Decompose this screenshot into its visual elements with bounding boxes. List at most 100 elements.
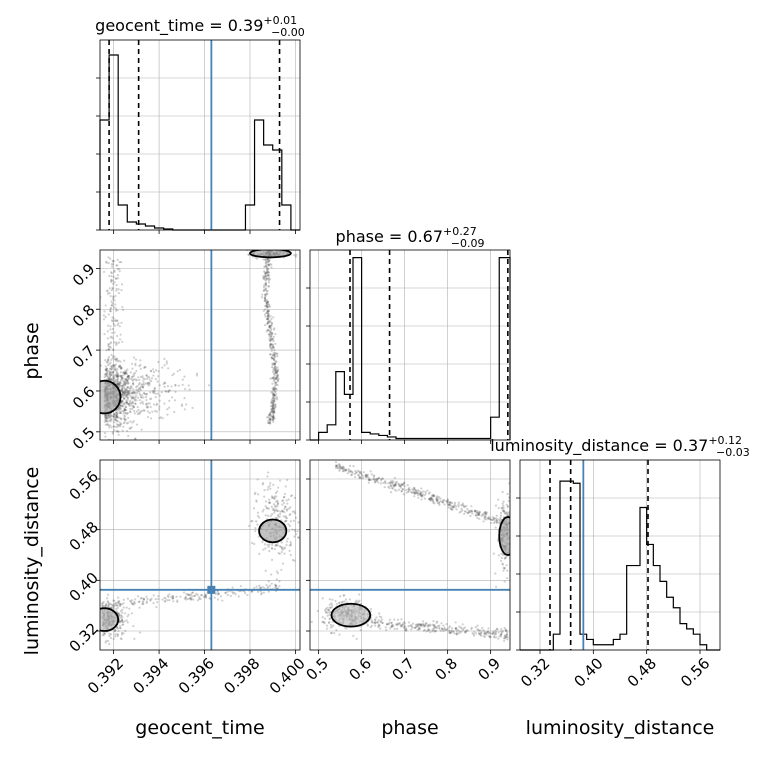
scatter-phase-geocent-sample [137,383,141,386]
scatter-phase-geocent-sample [276,375,279,379]
scatter-phase-geocent-sample [121,388,124,391]
scatter-phase-geocent-sample [137,376,140,379]
scatter-phase-geocent-sample [144,392,147,396]
scatter-phase-geocent-sample [271,338,274,341]
scatter-ldist-phase-sample [451,629,454,633]
scatter-ldist-phase-sample [454,627,457,630]
scatter-phase-geocent-sample [105,261,108,264]
scatter-phase-geocent-sample [119,411,123,415]
scatter-phase-geocent-sample [104,373,107,376]
scatter-ldist-phase-sample [484,513,487,516]
scatter-ldist-geocent-sample [288,513,291,517]
scatter-ldist-geocent-sample [288,530,291,533]
scatter-phase-geocent-sample [111,356,114,360]
scatter-ldist-phase-sample [357,600,360,603]
scatter-phase-geocent-sample [270,415,273,419]
scatter-phase-geocent-sample [117,374,120,377]
scatter-phase-geocent-sample [107,378,111,381]
scatter-phase-geocent-sample [121,393,124,397]
scatter-ldist-phase-sample [494,630,498,633]
scatter-ldist-phase-sample [479,632,482,635]
scatter-ldist-phase-sample [468,510,471,514]
scatter-phase-geocent-sample [147,384,150,387]
scatter-phase-geocent-sample [125,399,128,402]
scatter-ldist-phase-sample [341,467,344,470]
xtick-label-luminosity_distance: 0.40 [570,654,606,690]
scatter-phase-geocent-sample [107,356,110,359]
scatter-phase-geocent-sample [119,423,122,426]
scatter-ldist-phase-sample [377,619,380,622]
scatter-ldist-geocent-sample [263,495,266,498]
scatter-phase-geocent-sample [123,383,126,386]
scatter-phase-geocent-sample [276,352,279,355]
scatter-ldist-phase-sample [463,505,466,508]
scatter-phase-geocent-sample [115,264,118,267]
scatter-ldist-phase-sample [412,488,415,491]
scatter-ldist-geocent-sample [285,508,289,511]
scatter-phase-geocent-sample [162,382,165,386]
scatter-phase-geocent-sample [120,376,123,379]
scatter-ldist-phase-sample [499,514,503,517]
scatter-ldist-geocent-sample [130,601,133,605]
scatter-ldist-phase-sample [435,621,438,624]
scatter-ldist-geocent-sample [171,594,174,598]
scatter-ldist-phase-sample [374,624,377,627]
scatter-ldist-geocent-sample [266,586,269,590]
scatter-ldist-phase-sample [410,625,413,628]
scatter-ldist-phase-sample [505,633,508,636]
scatter-phase-geocent-sample [263,299,266,302]
scatter-ldist-phase-sample [464,630,467,633]
scatter-ldist-geocent-sample [264,500,267,503]
scatter-ldist-phase-sample [336,466,339,469]
scatter-ldist-phase-sample [359,471,362,474]
scatter-phase-geocent-sample [276,398,279,401]
hist-luminosity-distance-step [520,480,720,651]
scatter-phase-geocent-sample [270,402,273,405]
scatter-ldist-phase-sample [435,497,438,500]
scatter-ldist-geocent-sample [278,580,281,583]
scatter-phase-geocent-sample [149,369,152,372]
scatter-phase-geocent-sample [156,380,159,383]
scatter-ldist-phase-sample [477,629,481,632]
xtick-label-phase: 0.9 [474,654,504,684]
scatter-phase-geocent-sample [273,397,276,400]
scatter-phase-geocent-sample [266,322,269,325]
scatter-ldist-geocent-sample [258,584,261,587]
scatter-ldist-phase-sample [422,625,426,628]
scatter-ldist-geocent-sample [277,509,280,513]
scatter-ldist-phase-sample [366,473,369,476]
scatter-ldist-geocent-sample [267,501,271,504]
scatter-phase-geocent-sample [115,283,118,287]
scatter-phase-geocent-sample [273,376,276,379]
scatter-ldist-geocent-sample [117,601,120,604]
scatter-phase-geocent-sample [107,377,111,380]
scatter-phase-geocent-sample [108,378,112,381]
scatter-phase-geocent-sample [108,414,111,417]
scatter-ldist-geocent-sample [184,596,188,599]
scatter-phase-geocent-sample [109,414,112,417]
scatter-ldist-geocent-sample [191,591,194,595]
scatter-phase-geocent-sample [105,419,108,422]
scatter-ldist-phase-sample [375,616,378,619]
scatter-ldist-geocent-sample [283,492,286,496]
scatter-ldist-phase-sample [348,464,352,467]
scatter-ldist-geocent-sample [278,545,281,548]
scatter-ldist-phase-sample [414,492,417,495]
scatter-phase-geocent-sample [272,247,274,249]
scatter-phase-geocent-sample [153,386,156,390]
scatter-ldist-phase-sample [377,481,380,484]
scatter-ldist-phase-sample [421,494,424,497]
scatter-ldist-phase-sample [492,517,496,520]
panel-geocent-time-histogram [96,39,301,234]
scatter-ldist-phase-sample [424,622,428,625]
scatter-phase-geocent-sample [264,304,267,308]
scatter-phase-geocent-sample [265,301,268,304]
scatter-phase-geocent-sample [269,247,271,249]
hist-phase-step [310,257,511,441]
scatter-ldist-geocent-sample [289,553,292,557]
scatter-ldist-phase-sample [335,602,338,606]
panel-luminosity-distance-vs-geocent-time [96,459,301,654]
scatter-phase-geocent-sample [126,375,130,378]
scatter-ldist-phase-sample [492,552,495,555]
scatter-phase-geocent-sample [271,401,274,404]
